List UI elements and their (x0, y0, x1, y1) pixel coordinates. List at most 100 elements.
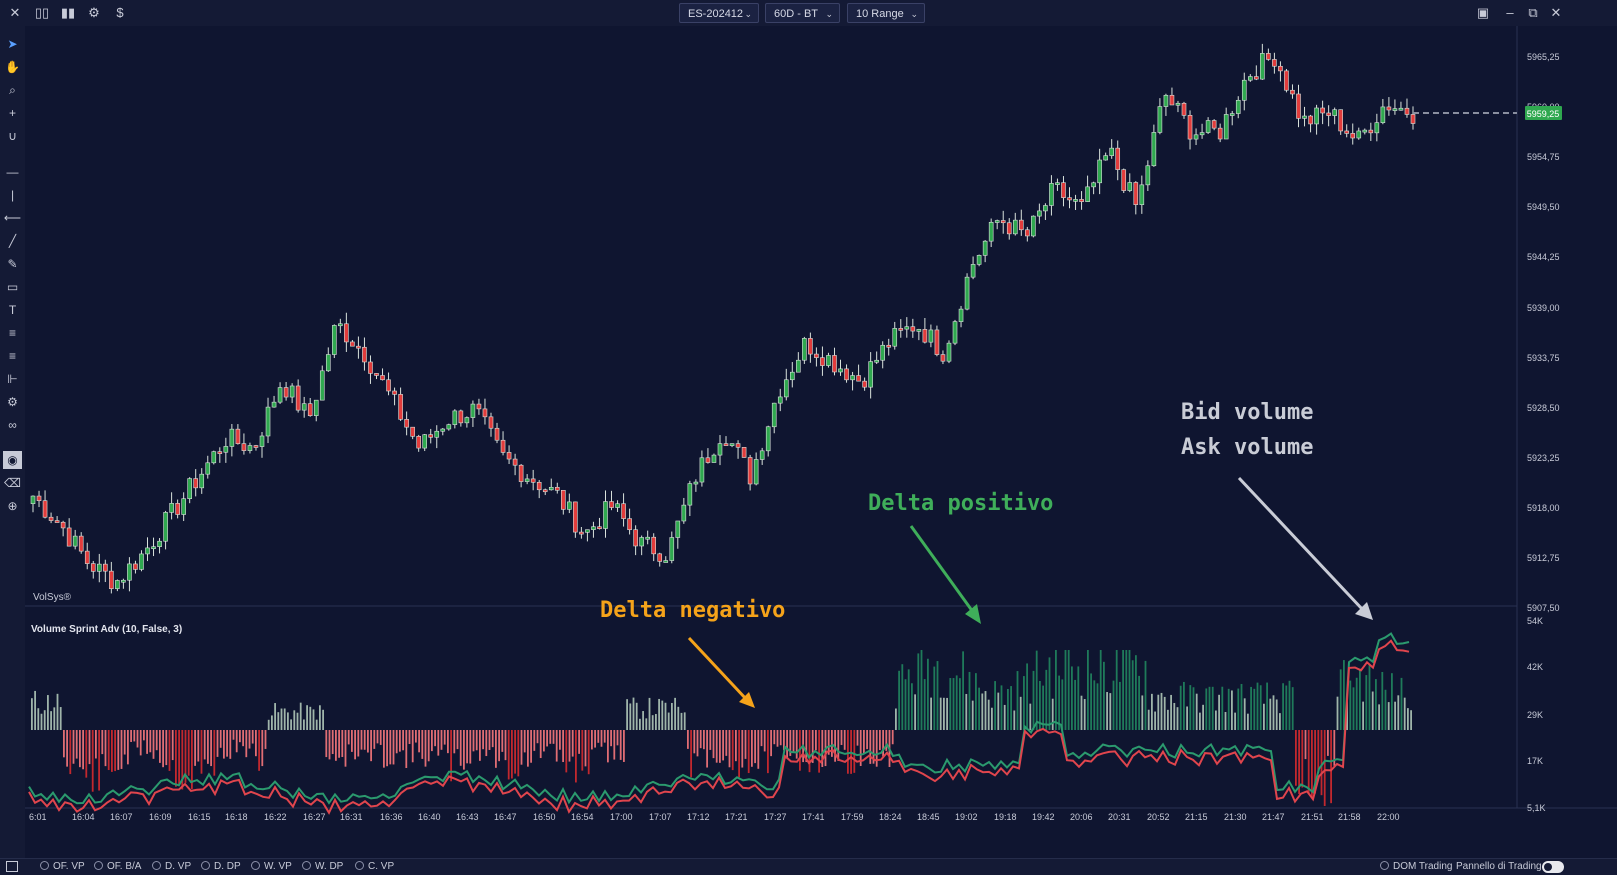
delta-bar (523, 730, 526, 753)
trading-panel-toggle[interactable] (1542, 861, 1564, 873)
candle-body (145, 547, 150, 555)
delta-bar (43, 710, 46, 730)
delta-bar (127, 730, 129, 765)
add-icon[interactable]: ⊕ (7, 499, 18, 513)
delta-bar (210, 730, 212, 767)
bottom-tab[interactable]: C. VP (355, 859, 394, 875)
list-icon[interactable]: ≡ (8, 349, 16, 363)
ray-icon[interactable]: ⟵ (3, 211, 22, 225)
delta-bar (1243, 698, 1246, 730)
timeframe-select[interactable]: 60D - BT ⌄ (765, 3, 840, 23)
time-tick-label: 17:41 (802, 812, 825, 822)
text-icon[interactable]: T (8, 303, 17, 317)
delta-bar (175, 730, 177, 787)
time-tick-label: 19:02 (955, 812, 978, 822)
delta-bar (648, 697, 651, 730)
time-tick-label: 16:47 (494, 812, 517, 822)
settings-gear-icon[interactable]: ⚙ (88, 5, 100, 20)
candle-body (1217, 127, 1223, 140)
delta-bar (728, 730, 731, 768)
minimize-icon[interactable]: – (1506, 5, 1514, 20)
vertical-line-icon[interactable]: | (10, 188, 15, 202)
delta-bar (1400, 677, 1403, 730)
delta-bar (1170, 694, 1172, 730)
candle-body (48, 516, 54, 521)
dom-trading-option[interactable]: DOM Trading (1380, 859, 1452, 875)
bar-type-select[interactable]: 10 Range ⌄ (847, 3, 925, 23)
panel-icon[interactable]: ▣ (1476, 5, 1490, 20)
chart-area[interactable]: 5965,255960,005954,755949,505944,255939,… (25, 26, 1617, 858)
trading-panel-label: Pannello di Trading (1456, 861, 1542, 872)
time-tick-label: 21:47 (1262, 812, 1285, 822)
crosshair-icon[interactable]: + (8, 106, 16, 120)
fib-icon[interactable]: ⊩ (7, 372, 18, 386)
bottom-tab[interactable]: W. VP (251, 859, 292, 875)
settings-icon[interactable]: ⚙ (7, 395, 18, 409)
price-tick-label: 5939,00 (1527, 303, 1560, 313)
candle-body (1109, 147, 1114, 156)
candle-body (880, 344, 885, 361)
panel-toggle-icon[interactable] (6, 861, 18, 872)
delta-bar (421, 730, 424, 759)
trend-line-icon[interactable]: ╱ (8, 234, 17, 248)
delta-bar (517, 730, 520, 777)
candle-body (422, 434, 428, 449)
window-close-icon[interactable]: ✕ (1550, 5, 1562, 20)
candle-body (241, 443, 247, 451)
bar-chart-icon[interactable]: ▮▮ (60, 5, 76, 20)
pencil-icon[interactable]: ✎ (7, 257, 18, 271)
delta-bar (827, 730, 830, 755)
candle-body (205, 462, 211, 475)
candle-body (1326, 112, 1331, 116)
link-icon[interactable]: ∞ (8, 418, 17, 432)
delta-bar (504, 730, 507, 761)
candle-body (434, 430, 440, 438)
delta-bar (443, 730, 446, 745)
eraser-icon[interactable]: ⌫ (4, 476, 21, 490)
delta-bar (773, 730, 776, 745)
time-tick-label: 17:27 (764, 812, 787, 822)
close-icon[interactable]: ✕ (9, 5, 21, 20)
delta-bar (731, 730, 734, 771)
delta-bar (571, 730, 574, 757)
candle-body (217, 451, 223, 454)
instrument-select[interactable]: ES-202412 ⌄ (679, 3, 759, 23)
delta-bar (501, 730, 504, 752)
dollar-icon[interactable]: $ (116, 5, 124, 20)
price-tick-label: 5944,25 (1527, 252, 1560, 262)
candle-body (693, 481, 699, 485)
cursor-icon[interactable]: ➤ (7, 37, 18, 51)
restore-icon[interactable]: ⧉ (1528, 5, 1538, 20)
delta-bar (1365, 675, 1368, 730)
candle-body (1181, 102, 1187, 116)
horizontal-line-icon[interactable]: — (6, 165, 19, 179)
candle-body (621, 503, 626, 519)
rectangle-icon[interactable]: ▭ (6, 280, 19, 294)
delta-bar (303, 719, 305, 730)
delta-bar (261, 730, 264, 767)
delta-bar (738, 730, 740, 778)
draw-mode-icon[interactable]: ◉ (3, 451, 22, 469)
zoom-icon[interactable]: ⌕ (9, 83, 16, 97)
delta-bar (475, 730, 478, 751)
magnet-icon[interactable]: ∪ (8, 129, 17, 143)
bottom-tab[interactable]: D. VP (152, 859, 191, 875)
candle-body (910, 326, 916, 332)
candle-body (277, 387, 283, 403)
delta-bar (1269, 698, 1272, 730)
delta-bar (664, 702, 667, 730)
bottom-tab[interactable]: OF. VP (40, 859, 85, 875)
delta-bar (1003, 704, 1006, 730)
delta-bar (37, 708, 40, 730)
candle-body (446, 424, 452, 430)
bottom-tab[interactable]: OF. B/A (94, 859, 141, 875)
bottom-tab[interactable]: W. DP (302, 859, 343, 875)
layout-icon[interactable]: ▯▯ (34, 5, 50, 20)
candle-body (669, 537, 675, 561)
candle-body (163, 512, 168, 542)
delta-bar (536, 730, 539, 744)
bottom-tab[interactable]: D. DP (201, 859, 241, 875)
delta-bar (603, 730, 606, 743)
hand-icon[interactable]: ✋ (5, 60, 20, 74)
list-icon[interactable]: ≡ (8, 326, 16, 340)
